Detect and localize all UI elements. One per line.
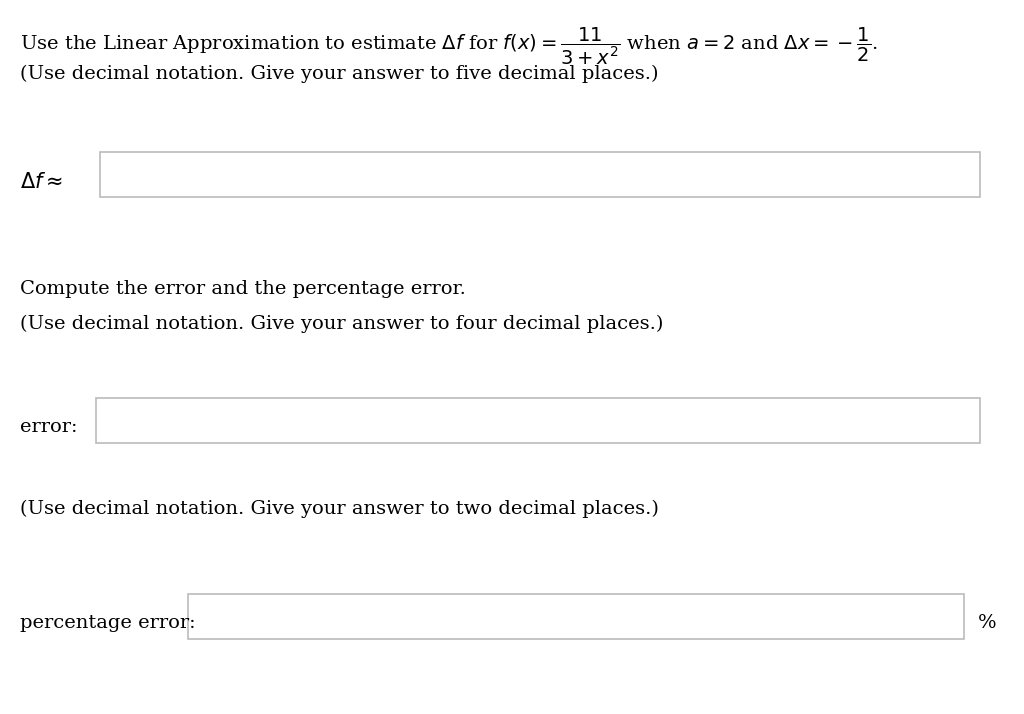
Text: error:: error: bbox=[20, 418, 78, 436]
Text: (Use decimal notation. Give your answer to two decimal places.): (Use decimal notation. Give your answer … bbox=[20, 500, 658, 518]
FancyBboxPatch shape bbox=[96, 398, 980, 443]
Text: (Use decimal notation. Give your answer to four decimal places.): (Use decimal notation. Give your answer … bbox=[20, 315, 664, 333]
Text: %: % bbox=[978, 614, 996, 632]
Text: Use the Linear Approximation to estimate $\Delta f$ for $f(x) = \dfrac{11}{3+x^2: Use the Linear Approximation to estimate… bbox=[20, 25, 878, 66]
FancyBboxPatch shape bbox=[100, 152, 980, 197]
FancyBboxPatch shape bbox=[188, 594, 964, 639]
Text: (Use decimal notation. Give your answer to five decimal places.): (Use decimal notation. Give your answer … bbox=[20, 65, 658, 84]
Text: Compute the error and the percentage error.: Compute the error and the percentage err… bbox=[20, 280, 466, 298]
Text: $\Delta f \approx$: $\Delta f \approx$ bbox=[20, 172, 63, 192]
Text: percentage error:: percentage error: bbox=[20, 614, 196, 632]
